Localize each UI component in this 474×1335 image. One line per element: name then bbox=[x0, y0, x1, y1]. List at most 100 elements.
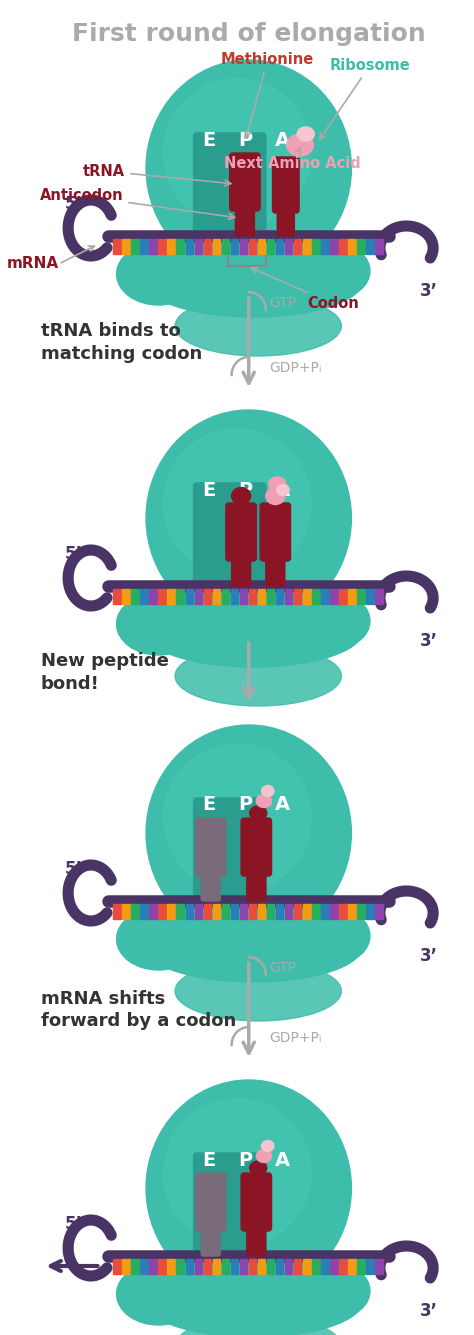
FancyBboxPatch shape bbox=[193, 798, 266, 898]
Text: E: E bbox=[202, 481, 215, 499]
FancyBboxPatch shape bbox=[247, 1224, 266, 1256]
Bar bbox=[131, 589, 139, 603]
Bar bbox=[303, 1259, 310, 1274]
Bar bbox=[140, 1259, 148, 1274]
Bar bbox=[321, 239, 328, 254]
Text: GTP: GTP bbox=[270, 961, 297, 975]
Text: GDP+Pᵢ: GDP+Pᵢ bbox=[270, 1031, 322, 1045]
Bar bbox=[213, 904, 220, 918]
Ellipse shape bbox=[175, 296, 341, 356]
Bar bbox=[122, 1259, 130, 1274]
Ellipse shape bbox=[308, 1266, 370, 1318]
Text: E: E bbox=[202, 796, 215, 814]
Bar bbox=[276, 1259, 283, 1274]
Bar bbox=[231, 904, 238, 918]
Ellipse shape bbox=[266, 487, 285, 505]
Bar bbox=[203, 1259, 211, 1274]
Bar bbox=[158, 904, 166, 918]
Bar bbox=[131, 1259, 139, 1274]
Bar bbox=[267, 1259, 274, 1274]
Bar bbox=[185, 239, 193, 254]
Text: 3’: 3’ bbox=[420, 282, 438, 300]
Bar bbox=[375, 904, 383, 918]
Ellipse shape bbox=[250, 1161, 267, 1175]
Bar bbox=[203, 904, 211, 918]
Ellipse shape bbox=[164, 429, 311, 577]
Bar bbox=[231, 1259, 238, 1274]
Ellipse shape bbox=[175, 646, 341, 706]
Bar bbox=[194, 589, 202, 603]
Ellipse shape bbox=[297, 127, 314, 142]
Bar bbox=[258, 904, 265, 918]
Bar bbox=[276, 904, 283, 918]
FancyBboxPatch shape bbox=[260, 503, 291, 561]
Text: New peptide
bond!: New peptide bond! bbox=[41, 653, 168, 693]
Ellipse shape bbox=[117, 243, 200, 304]
Bar bbox=[357, 1259, 365, 1274]
Bar bbox=[149, 589, 157, 603]
Bar bbox=[140, 239, 148, 254]
Ellipse shape bbox=[232, 487, 251, 505]
FancyBboxPatch shape bbox=[241, 818, 272, 876]
FancyBboxPatch shape bbox=[226, 503, 256, 561]
Text: P: P bbox=[238, 796, 252, 814]
Text: 5’: 5’ bbox=[65, 195, 83, 214]
Text: 5’: 5’ bbox=[65, 545, 83, 563]
Text: mRNA shifts
forward by a codon: mRNA shifts forward by a codon bbox=[41, 989, 236, 1031]
Bar bbox=[158, 1259, 166, 1274]
Bar bbox=[339, 239, 346, 254]
Ellipse shape bbox=[175, 1316, 341, 1335]
Bar bbox=[366, 1259, 374, 1274]
Text: 5’: 5’ bbox=[65, 860, 83, 878]
Bar bbox=[213, 1259, 220, 1274]
Ellipse shape bbox=[146, 410, 351, 626]
Text: P: P bbox=[238, 131, 252, 150]
Ellipse shape bbox=[262, 1140, 274, 1152]
Bar bbox=[348, 589, 356, 603]
Ellipse shape bbox=[256, 1149, 272, 1163]
Bar bbox=[113, 904, 121, 918]
Bar bbox=[176, 904, 184, 918]
Bar bbox=[375, 1259, 383, 1274]
FancyBboxPatch shape bbox=[193, 483, 266, 583]
FancyBboxPatch shape bbox=[236, 204, 255, 236]
Bar bbox=[294, 589, 301, 603]
Text: 5’: 5’ bbox=[65, 1215, 83, 1234]
Bar bbox=[303, 589, 310, 603]
Text: P: P bbox=[238, 481, 252, 499]
Bar bbox=[176, 589, 184, 603]
Bar bbox=[222, 589, 229, 603]
Bar bbox=[149, 1259, 157, 1274]
Bar bbox=[122, 239, 130, 254]
Ellipse shape bbox=[308, 595, 370, 647]
FancyBboxPatch shape bbox=[195, 1173, 226, 1231]
FancyBboxPatch shape bbox=[193, 1153, 266, 1254]
Text: 3’: 3’ bbox=[420, 631, 438, 650]
Text: E: E bbox=[202, 1151, 215, 1169]
FancyBboxPatch shape bbox=[201, 1224, 220, 1256]
Bar bbox=[158, 239, 166, 254]
Bar bbox=[222, 1259, 229, 1274]
Bar bbox=[294, 904, 301, 918]
Bar bbox=[113, 1259, 121, 1274]
Bar bbox=[240, 904, 247, 918]
Bar bbox=[158, 589, 166, 603]
Bar bbox=[258, 589, 265, 603]
Ellipse shape bbox=[175, 961, 341, 1021]
Bar bbox=[294, 1259, 301, 1274]
Text: Ribosome: Ribosome bbox=[320, 57, 410, 139]
Bar bbox=[122, 589, 130, 603]
FancyBboxPatch shape bbox=[201, 869, 220, 901]
Bar bbox=[285, 1259, 292, 1274]
Ellipse shape bbox=[269, 477, 286, 491]
Bar bbox=[249, 589, 256, 603]
Text: A: A bbox=[274, 481, 290, 499]
Ellipse shape bbox=[117, 908, 200, 971]
Bar bbox=[131, 239, 139, 254]
Bar bbox=[348, 904, 356, 918]
Ellipse shape bbox=[262, 785, 274, 797]
Bar bbox=[203, 239, 211, 254]
Bar bbox=[348, 1259, 356, 1274]
Bar bbox=[276, 239, 283, 254]
Ellipse shape bbox=[144, 595, 363, 668]
